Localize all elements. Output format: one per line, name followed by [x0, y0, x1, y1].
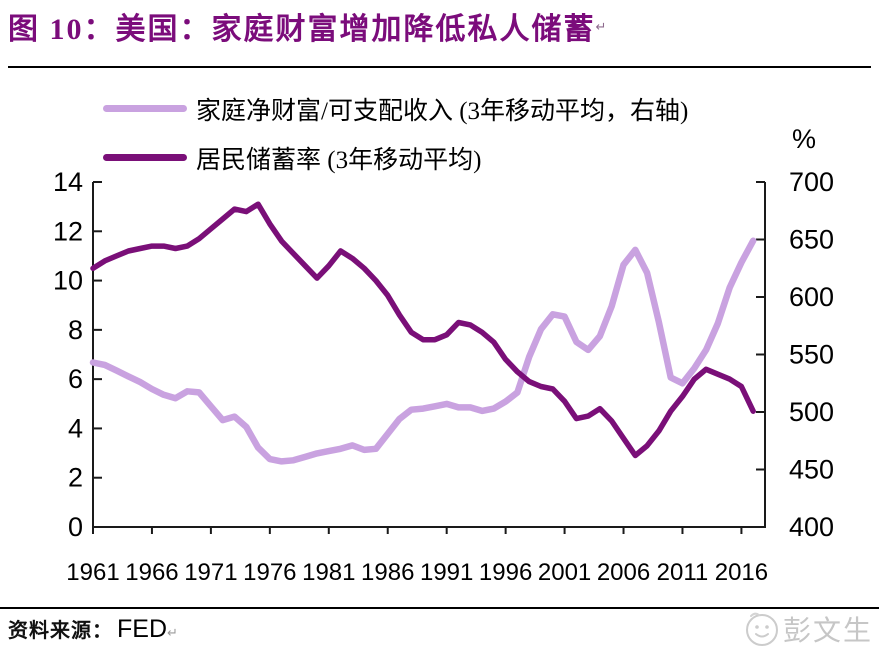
watermark-text: 彭文生: [782, 616, 873, 647]
title-text: 美国：家庭财富增加降低私人储蓄: [115, 13, 596, 46]
left-axis-tick-label: 6: [68, 364, 83, 394]
title-divider: [8, 66, 871, 68]
left-axis-tick-label: 14: [53, 167, 83, 197]
right-axis-unit-label: %: [792, 124, 817, 154]
right-axis-tick-label: 400: [789, 512, 834, 542]
series-line-savings-rate: [90, 201, 756, 459]
watermark-logo-icon: [745, 612, 778, 646]
left-axis-tick-label: 8: [68, 315, 83, 345]
page-title: 图 10：美国：家庭财富增加降低私人储蓄↵: [8, 4, 606, 48]
left-axis-tick-label: 4: [68, 413, 83, 443]
footer-divider: [0, 607, 879, 609]
right-axis-tick-label: 600: [789, 282, 834, 312]
x-axis-tick-label: 1976: [243, 559, 296, 586]
x-axis-tick-label: 1986: [361, 559, 414, 586]
legend-label-net-worth: 家庭净财富/可支配收入 (3年移动平均，右轴): [196, 97, 689, 125]
legend-label-savings-rate: 居民储蓄率 (3年移动平均): [196, 146, 482, 174]
right-axis-tick-label: 500: [789, 397, 834, 427]
x-axis-tick-label: 1991: [420, 559, 473, 586]
x-axis-tick-label: 1961: [66, 559, 119, 586]
paragraph-mark-icon: ↵: [167, 625, 178, 640]
right-axis-tick-label: 700: [789, 167, 834, 197]
left-axis-tick-label: 2: [68, 463, 83, 493]
series-line-net-worth: [89, 237, 757, 465]
x-axis-tick-label: 1981: [302, 559, 355, 586]
x-axis-tick-label: 1966: [125, 559, 178, 586]
left-axis-tick-label: 10: [53, 266, 83, 296]
right-axis-tick-label: 650: [789, 225, 834, 255]
figure-label: 图 10：: [8, 13, 116, 46]
x-axis-tick-label: 2016: [715, 559, 768, 586]
source-label: 资料来源：: [8, 620, 113, 642]
left-axis-tick-label: 0: [68, 512, 83, 542]
x-axis-tick-label: 1971: [184, 559, 237, 586]
x-axis-tick-label: 2001: [538, 559, 591, 586]
legend-swatch-savings-rate-icon: [103, 154, 187, 161]
chart-legend: 家庭净财富/可支配收入 (3年移动平均，右轴) 居民储蓄率 (3年移动平均): [103, 84, 688, 182]
right-axis-tick-label: 550: [789, 340, 834, 370]
watermark: 彭文生: [741, 608, 873, 650]
x-axis-tick-label: 2011: [657, 559, 709, 586]
x-axis-tick-label: 1996: [479, 559, 532, 586]
legend-swatch-net-worth-icon: [103, 105, 187, 112]
source-line: 资料来源： FED ↵: [8, 614, 178, 644]
right-axis-tick-label: 450: [789, 455, 834, 485]
legend-item-net-worth: 家庭净财富/可支配收入 (3年移动平均，右轴): [103, 84, 688, 133]
left-axis-tick-label: 12: [53, 216, 83, 246]
x-axis-tick-label: 2006: [597, 559, 650, 586]
paragraph-mark-icon: ↵: [595, 19, 607, 34]
source-value: FED: [117, 615, 167, 643]
legend-item-savings-rate: 居民储蓄率 (3年移动平均): [103, 133, 688, 182]
